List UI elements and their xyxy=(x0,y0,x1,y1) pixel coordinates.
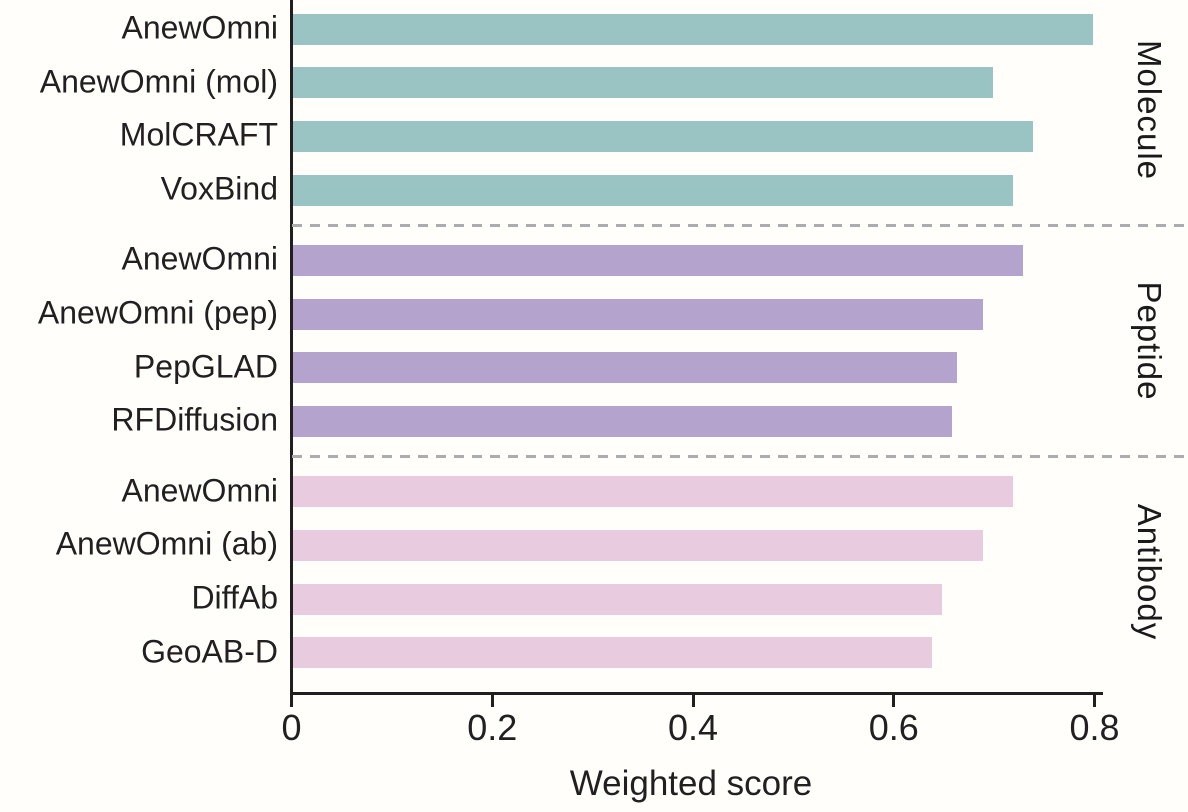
bar-label: VoxBind xyxy=(160,170,278,207)
x-tick-mark xyxy=(1093,695,1096,707)
bar-label: AnewOmni xyxy=(121,240,279,277)
x-tick-mark xyxy=(290,695,293,707)
plot-area xyxy=(290,0,1103,695)
bar xyxy=(293,174,1013,206)
bar xyxy=(293,637,933,669)
bar xyxy=(293,529,983,561)
group-separator xyxy=(292,455,1188,458)
bar xyxy=(293,583,943,615)
group-label: Antibody xyxy=(1131,503,1168,641)
bar xyxy=(293,244,1023,276)
bar-label: AnewOmni (ab) xyxy=(55,525,278,562)
x-tick-mark xyxy=(691,695,695,707)
x-tick-label: 0.2 xyxy=(467,707,518,748)
bar-label: MolCRAFT xyxy=(119,117,278,154)
bar xyxy=(293,298,983,330)
x-axis-title: Weighted score xyxy=(569,764,813,803)
group-label: Peptide xyxy=(1131,281,1168,401)
bar xyxy=(293,476,1013,508)
bar-label: DiffAb xyxy=(191,579,278,616)
bar-label: AnewOmni xyxy=(121,9,279,46)
x-tick-mark xyxy=(490,695,494,707)
x-tick-mark xyxy=(892,695,896,707)
group-separator xyxy=(292,223,1188,227)
bar xyxy=(293,352,958,384)
bar xyxy=(293,405,953,437)
bar xyxy=(293,13,1093,45)
x-tick-label: 0.4 xyxy=(667,707,719,748)
bar-label: AnewOmni (mol) xyxy=(39,63,278,100)
x-tick-label: 0.6 xyxy=(868,707,919,748)
bar xyxy=(293,120,1033,152)
x-tick-label: 0 xyxy=(281,707,302,748)
bar xyxy=(293,67,993,99)
bar-label: PepGLAD xyxy=(133,348,278,385)
group-label: Molecule xyxy=(1131,39,1168,180)
x-tick-label: 0.8 xyxy=(1069,707,1120,748)
bar-label: AnewOmni (pep) xyxy=(37,294,278,331)
y-axis-category-labels: AnewOmni AnewOmni (mol) MolCRAFT VoxBind Ane… xyxy=(0,0,278,692)
bar-label: RFDiffusion xyxy=(111,402,278,439)
bar-label: AnewOmni xyxy=(121,472,279,509)
bar-label: GeoAB-D xyxy=(141,633,278,670)
